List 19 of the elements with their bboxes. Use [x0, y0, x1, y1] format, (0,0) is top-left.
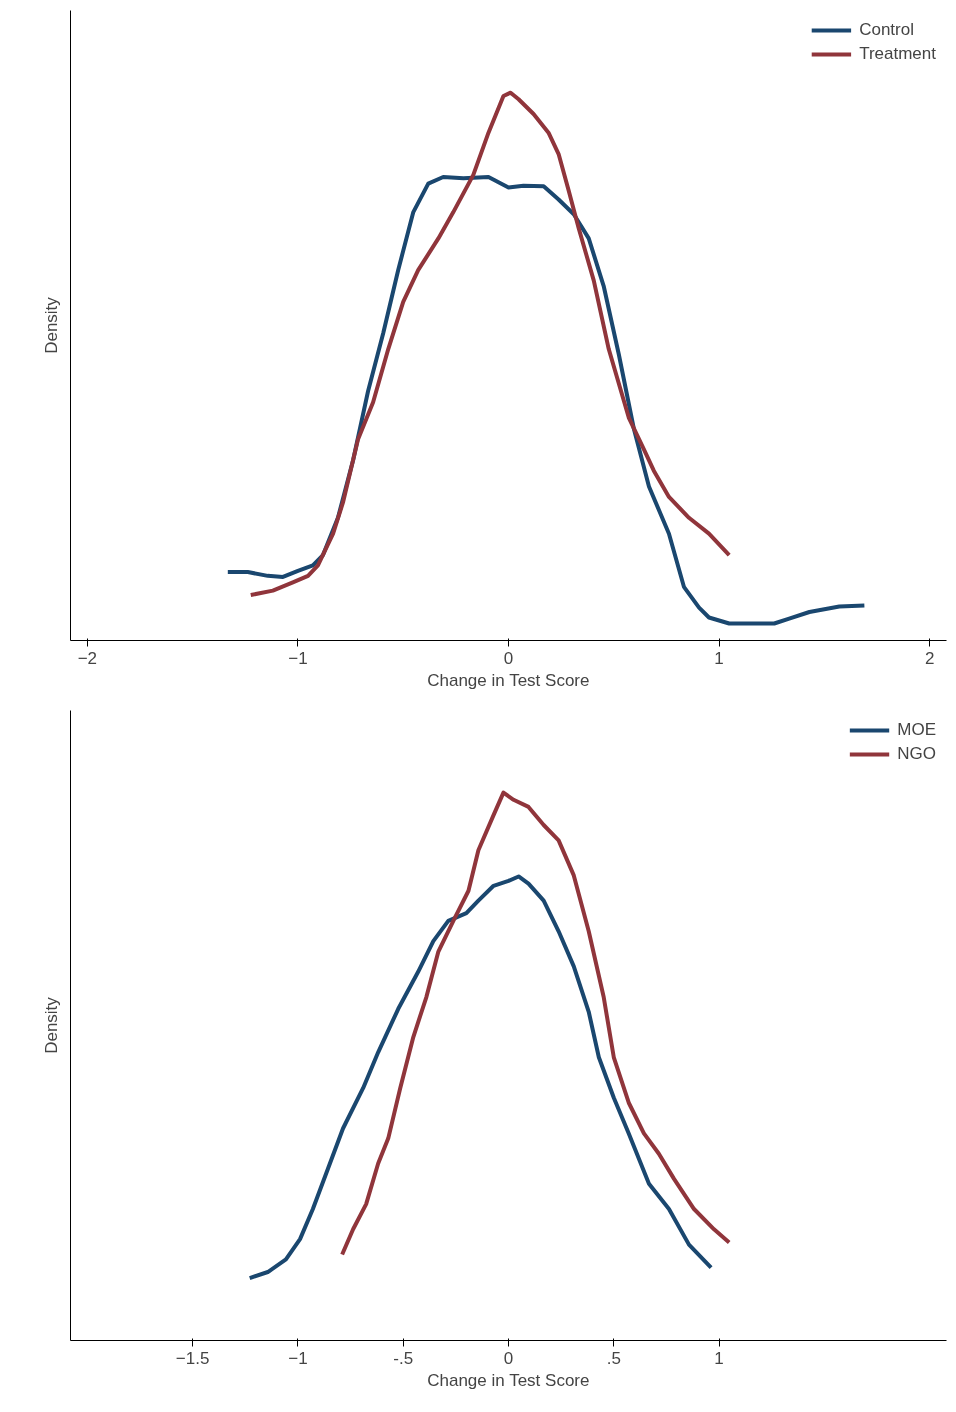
x-tick-label: .5: [606, 1348, 621, 1368]
x-tick-label: 1: [714, 1348, 724, 1368]
x-tick-label: −1: [288, 648, 308, 668]
x-axis-title: Change in Test Score: [427, 1370, 590, 1390]
legend-label: Control: [859, 20, 914, 40]
x-tick-label: 2: [924, 648, 935, 668]
x-tick-label: -.5: [393, 1348, 414, 1368]
legend-label: Treatment: [859, 44, 936, 64]
x-tick-label: −1.5: [175, 1348, 210, 1368]
legend-label: NGO: [897, 744, 936, 764]
x-tick-label: 0: [503, 648, 514, 668]
x-tick-label: 1: [714, 648, 724, 668]
x-axis-title: Change in Test Score: [427, 670, 590, 690]
x-tick-label: −1: [288, 1348, 308, 1368]
y-axis-title: Density: [41, 996, 61, 1054]
x-tick-label: 0: [503, 1348, 514, 1368]
x-tick-label: −2: [77, 648, 98, 668]
legend-label: MOE: [897, 720, 936, 740]
y-axis-title: Density: [41, 296, 61, 354]
